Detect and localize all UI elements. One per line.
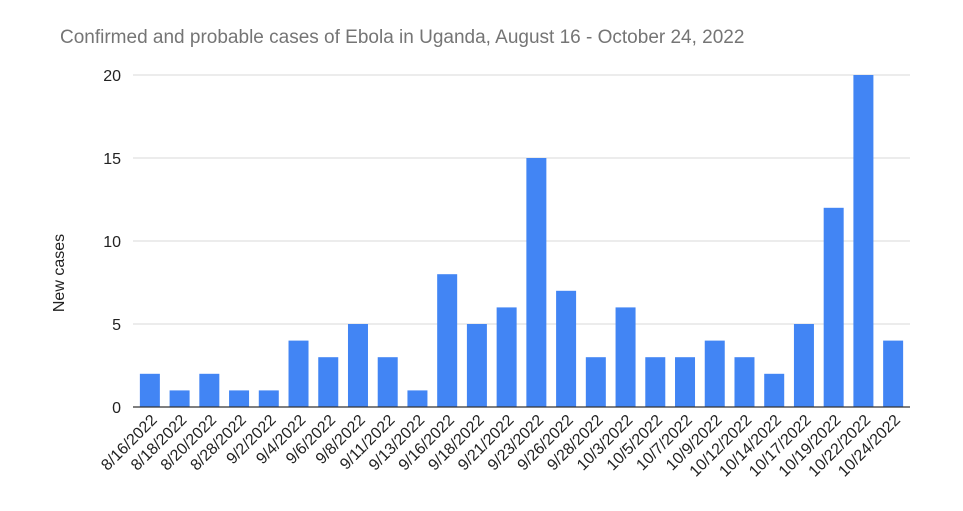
bars (139, 75, 904, 407)
bar (437, 274, 458, 407)
y-tick-label: 15 (103, 151, 121, 168)
y-axis-ticks: 0 5 10 15 20 (103, 68, 121, 417)
bar (585, 357, 606, 407)
bar (823, 207, 844, 407)
bar (169, 390, 190, 407)
x-axis-ticks: 8/16/20228/18/20228/20/20228/28/20229/2/… (98, 412, 904, 481)
bar (139, 373, 160, 407)
bar (675, 357, 696, 407)
bar (496, 307, 517, 407)
bar (645, 357, 666, 407)
bar (347, 324, 368, 407)
y-axis-label: New cases (51, 234, 68, 312)
bar (853, 75, 874, 407)
bar (229, 390, 250, 407)
bar (734, 357, 755, 407)
bar (793, 324, 814, 407)
bar (288, 340, 309, 407)
bar (377, 357, 398, 407)
y-tick-label: 20 (103, 68, 121, 85)
bar (704, 340, 725, 407)
chart-title: Confirmed and probable cases of Ebola in… (60, 27, 744, 48)
bar (466, 324, 487, 407)
y-tick-label: 10 (103, 234, 121, 251)
bar (258, 390, 279, 407)
bar (764, 373, 785, 407)
gridlines (133, 74, 910, 325)
bar (883, 340, 904, 407)
bar (556, 290, 577, 407)
bar (407, 390, 428, 407)
bar (526, 158, 547, 407)
bar (615, 307, 636, 407)
bar (318, 357, 339, 407)
y-tick-label: 5 (112, 317, 121, 334)
y-tick-label: 0 (112, 400, 121, 417)
bar (199, 373, 220, 407)
